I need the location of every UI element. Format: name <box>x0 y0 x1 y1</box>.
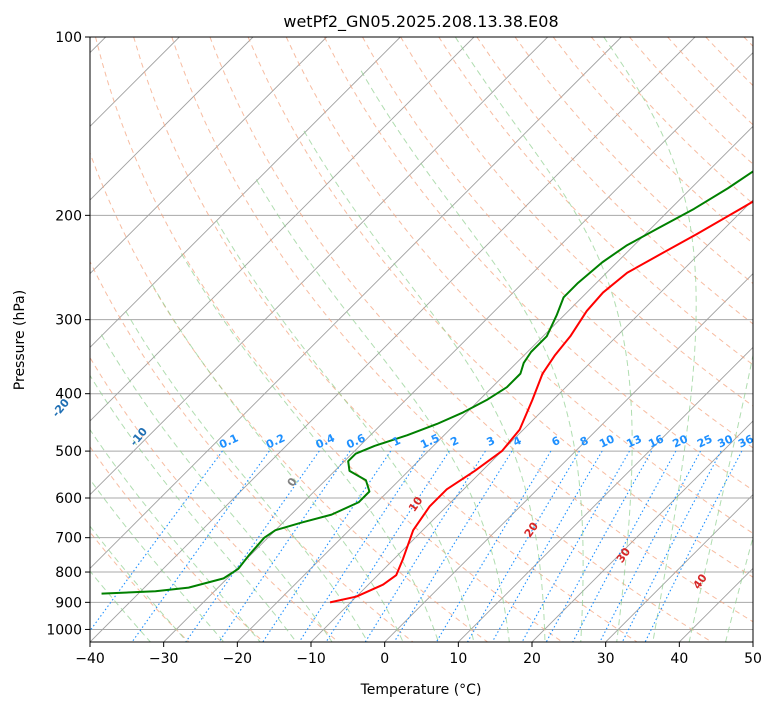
moist-adiabat-line <box>180 253 439 642</box>
mixing-ratio-line <box>521 450 630 642</box>
y-tick-label: 500 <box>55 444 82 460</box>
isotherm-line <box>310 199 753 642</box>
y-tick-label: 300 <box>55 313 82 329</box>
mixing-ratio-label: 36 <box>736 432 756 450</box>
x-tick-label: −10 <box>296 651 326 667</box>
moist-adiabat-line <box>603 37 697 642</box>
moist-adiabat-line <box>688 352 753 642</box>
isotherm-line <box>90 37 475 422</box>
moist-adiabat-line <box>255 179 510 642</box>
mixing-ratio-line <box>491 450 603 642</box>
moist-adiabat-line <box>90 478 225 642</box>
mixing-ratio-label: 20 <box>671 432 691 450</box>
isotherm-line <box>163 52 753 642</box>
isotherm-line <box>384 273 753 642</box>
moist-adiabat-line <box>90 374 297 642</box>
mixing-ratio-label: 30 <box>716 432 736 450</box>
dry-adiabat-line <box>90 445 264 642</box>
dry-adiabat-line <box>171 37 713 642</box>
mixing-ratio-line <box>393 450 513 642</box>
background-lines <box>90 37 753 642</box>
moist-adiabat-line <box>215 220 475 642</box>
chart-title: wetPf2_GN05.2025.208.13.38.E08 <box>283 12 558 32</box>
mixing-ratio-label: 25 <box>695 432 714 450</box>
isotherm-line <box>90 37 254 201</box>
moist-adiabat-line <box>100 334 333 642</box>
dry-adiabat-line <box>90 151 488 642</box>
plot-frame <box>89 36 754 643</box>
x-tick-label: 10 <box>449 651 467 667</box>
y-tick-label: 1000 <box>46 622 82 638</box>
dry-adiabat-line <box>438 37 753 366</box>
moist-adiabat-line <box>151 284 404 642</box>
isotherm-line <box>458 346 753 642</box>
x-axis-label: Temperature (°C) <box>360 682 482 698</box>
x-tick-label: 30 <box>597 651 615 667</box>
x-tick-label: −30 <box>149 651 179 667</box>
moist-adiabat-line <box>90 428 261 642</box>
mixing-ratio-line <box>599 450 702 642</box>
mixing-ratio-line <box>644 450 743 642</box>
mixing-ratio-line <box>621 450 722 642</box>
isotherm-line <box>90 37 548 496</box>
moist-adiabat-line <box>90 570 151 642</box>
y-tick-label: 400 <box>55 387 82 403</box>
axis-ticks: −40 −30 −20 −10 0 10 20 30 40 50 100 200 300 400 500 60… <box>46 30 762 667</box>
mixing-ratio-line <box>90 450 223 632</box>
dry-adiabat-line <box>362 37 753 449</box>
mixing-ratio-line <box>298 450 425 642</box>
moist-adiabat-line <box>360 70 584 642</box>
mixing-ratio-label: 16 <box>646 432 666 450</box>
y-tick-label: 900 <box>55 595 82 611</box>
isotherm-line <box>90 37 327 275</box>
x-tick-label: 20 <box>523 651 541 667</box>
dry-adiabat-line <box>323 37 753 491</box>
mixing-ratio-label: 13 <box>624 432 643 450</box>
y-tick-label: 800 <box>55 565 82 581</box>
mixing-ratio-line <box>218 450 351 642</box>
y-tick-label: 600 <box>55 491 82 507</box>
dry-adiabat-line <box>209 37 753 623</box>
y-tick-label: 200 <box>55 208 82 224</box>
isotherm-line <box>90 37 622 569</box>
y-axis-label: Pressure (hPa) <box>12 290 28 390</box>
x-tick-label: 0 <box>380 651 389 667</box>
profile-series-line <box>329 200 753 604</box>
isotherm-line <box>90 37 696 642</box>
moist-adiabat-line <box>90 525 188 642</box>
dry-adiabat-line <box>400 37 753 407</box>
x-tick-label: 40 <box>670 651 688 667</box>
profile-lines <box>101 170 753 604</box>
y-tick-label: 100 <box>55 30 82 46</box>
x-tick-label: −20 <box>223 651 253 667</box>
mixing-ratio-line <box>545 450 653 642</box>
isotherm-line <box>531 420 753 642</box>
dry-adiabat-line <box>95 37 563 642</box>
isotherm-line <box>90 37 401 348</box>
mixing-ratio-line <box>185 450 320 642</box>
dry-adiabat-line <box>247 37 753 578</box>
moist-adiabat-line <box>725 535 753 642</box>
dry-adiabat-line <box>133 37 638 642</box>
mixing-ratio-line <box>262 450 392 642</box>
profile-series-line <box>101 170 753 595</box>
y-tick-label: 700 <box>55 531 82 547</box>
moist-adiabat-line <box>125 310 369 642</box>
mixing-ratio-label: 10 <box>597 432 617 450</box>
x-tick-label: −40 <box>75 651 105 667</box>
x-tick-label: 50 <box>744 651 762 667</box>
moist-adiabat-line <box>303 130 546 642</box>
mixing-ratio-line <box>572 450 677 642</box>
isotherm-line <box>605 494 753 642</box>
